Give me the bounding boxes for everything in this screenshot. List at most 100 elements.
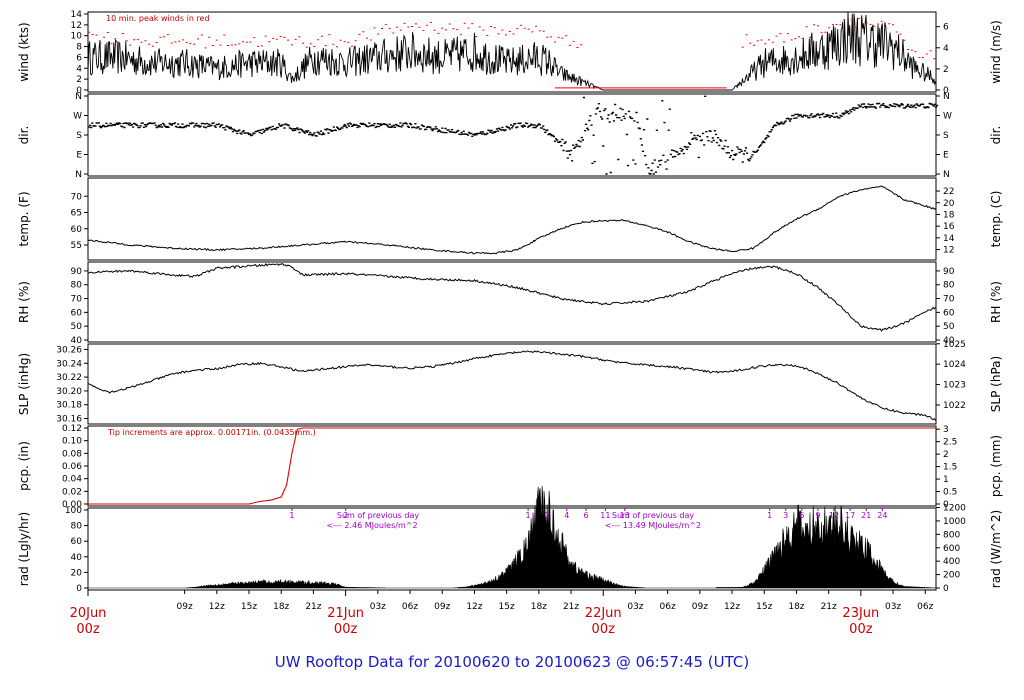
wind-left-tick-label: 10 [71,32,83,42]
temp-left-tick-label: 65 [71,209,82,219]
time-tick-label: 21z [305,602,321,612]
wind-left-tick-label: 2 [76,75,82,85]
time-tick-label: 18z [273,602,289,612]
wind-left-tick-label: 14 [71,10,83,20]
rh-left-tick-label: 50 [71,322,83,332]
rad-hour-mark-label: 21 [861,511,871,520]
wind-left-tick-label: 0 [76,86,82,96]
wind-note: 10 min. peak winds in red [106,14,210,23]
dir-left-tick-label: E [76,151,82,161]
pcp-left-tick-label: 0.12 [62,424,82,434]
time-tick-label: 12z [724,602,740,612]
wind-right-label: wind (m/s) [989,20,1003,84]
slp-left-label: SLP (inHg) [17,353,31,415]
rh-left-tick-label: 80 [71,281,83,291]
pcp-right-tick-label: 2.5 [943,438,957,448]
dir-left-tick-label: S [76,131,82,141]
slp-left-tick-label: 30.22 [56,373,82,383]
time-tick-label: 06z [402,602,418,612]
rad-panel-frame [87,507,937,591]
rad-hour-mark-label: 13 [620,511,630,520]
dir-left-label: dir. [17,126,31,145]
date-z-label: 00z [76,622,100,637]
rad-sum-value-2: <--- 13.49 MJoules/m^2 [605,521,701,530]
rh-right-tick-label: 80 [943,281,955,291]
temp-left-tick-label: 70 [71,192,83,202]
slp-left-tick-label: 30.26 [56,345,82,355]
rad-right-tick-label: 800 [943,530,960,540]
wind-left-tick-label: 12 [71,21,82,31]
date-label: 22Jun [585,606,622,621]
wind-left-label: wind (kts) [17,22,31,81]
rad-area [88,485,936,589]
pcp-left-tick-label: 0.00 [62,500,82,510]
dir-right-tick-label: N [943,170,950,180]
time-tick-label: 09z [177,602,193,612]
time-tick-label: 15z [756,602,772,612]
slp-left-tick-label: 30.18 [56,401,82,411]
wind-left-tick-label: 8 [76,43,82,53]
pcp-right-tick-label: 1 [943,475,949,485]
rad-left-tick-label: 80 [71,522,83,532]
time-tick-label: 21z [563,602,579,612]
date-z-label: 00z [849,622,873,637]
rad-hour-mark-label: 17 [845,511,855,520]
pcp-left-tick-label: 0.02 [62,487,82,497]
rad-hour-mark-label: 1 [767,511,772,520]
date-label: 23Jun [842,606,879,621]
temp-right-tick-label: 18 [943,210,955,220]
temp-left-label: temp. (F) [17,191,31,246]
rad-right-label: rad (W/m^2) [989,510,1003,588]
slp-right-label: SLP (hPa) [989,356,1003,412]
slp-line [87,350,936,421]
rad-left-tick-label: 60 [71,537,83,547]
rad-right-tick-label: 600 [943,544,960,554]
pcp-right-tick-label: 0.5 [943,488,957,498]
slp-left-tick-label: 30.20 [56,387,82,397]
dir-left-tick-label: N [75,92,82,102]
rad-hour-mark-label: 12 [829,511,839,520]
temp-left-tick-label: 55 [71,241,82,251]
rad-right-tick-label: 0 [943,584,949,594]
rh-left-tick-label: 40 [71,336,83,346]
rh-left-label: RH (%) [17,281,31,323]
time-tick-label: 03z [370,602,386,612]
pcp-left-tick-label: 0.08 [62,449,82,459]
slp-left-tick-label: 30.16 [56,415,82,425]
pcp-right-tick-label: 0 [943,500,949,510]
rad-sum-label-2: Sum of previous day [612,511,694,520]
time-tick-label: 18z [531,602,547,612]
dir-right-tick-label: N [943,92,950,102]
temp-right-tick-label: 14 [943,234,955,244]
slp-right-tick-label: 1024 [943,360,966,370]
chart-title: UW Rooftop Data for 20100620 to 20100623… [275,653,749,671]
wind-right-tick-label: 2 [943,65,949,75]
rad-sum-value-1: <--- 2.46 MJoules/m^2 [326,521,417,530]
rad-hour-mark-label: 4 [564,511,569,520]
pcp-left-label: pcp. (in) [17,441,31,491]
dir-right-tick-label: W [943,112,952,122]
dir-right-tick-label: E [943,151,949,161]
pcp-right-tick-label: 1.5 [943,463,957,473]
dir-right-tick-label: S [943,131,949,141]
wind-panel-frame [87,11,937,93]
rh-right-tick-label: 40 [943,336,955,346]
rad-hour-mark-label: 6 [584,511,589,520]
time-tick-label: 06z [660,602,676,612]
time-tick-label: 21z [821,602,837,612]
rad-hour-mark-label: 6 [799,511,804,520]
temp-panel-frame [87,177,937,261]
rad-hour-mark-label: 1 [526,511,531,520]
date-z-label: 00z [334,622,358,637]
rh-left-tick-label: 70 [71,295,83,305]
rh-left-tick-label: 60 [71,308,83,318]
rh-right-tick-label: 50 [943,322,955,332]
slp-right-tick-label: 1023 [943,381,966,391]
rad-hour-mark-label: 2 [343,511,348,520]
wind-left-tick-label: 6 [76,53,82,63]
rh-right-tick-label: 70 [943,295,955,305]
date-label: 21Jun [327,606,364,621]
rad-hour-mark-label: 2 [545,511,550,520]
rad-left-tick-label: 20 [71,568,83,578]
time-tick-label: 09z [434,602,450,612]
